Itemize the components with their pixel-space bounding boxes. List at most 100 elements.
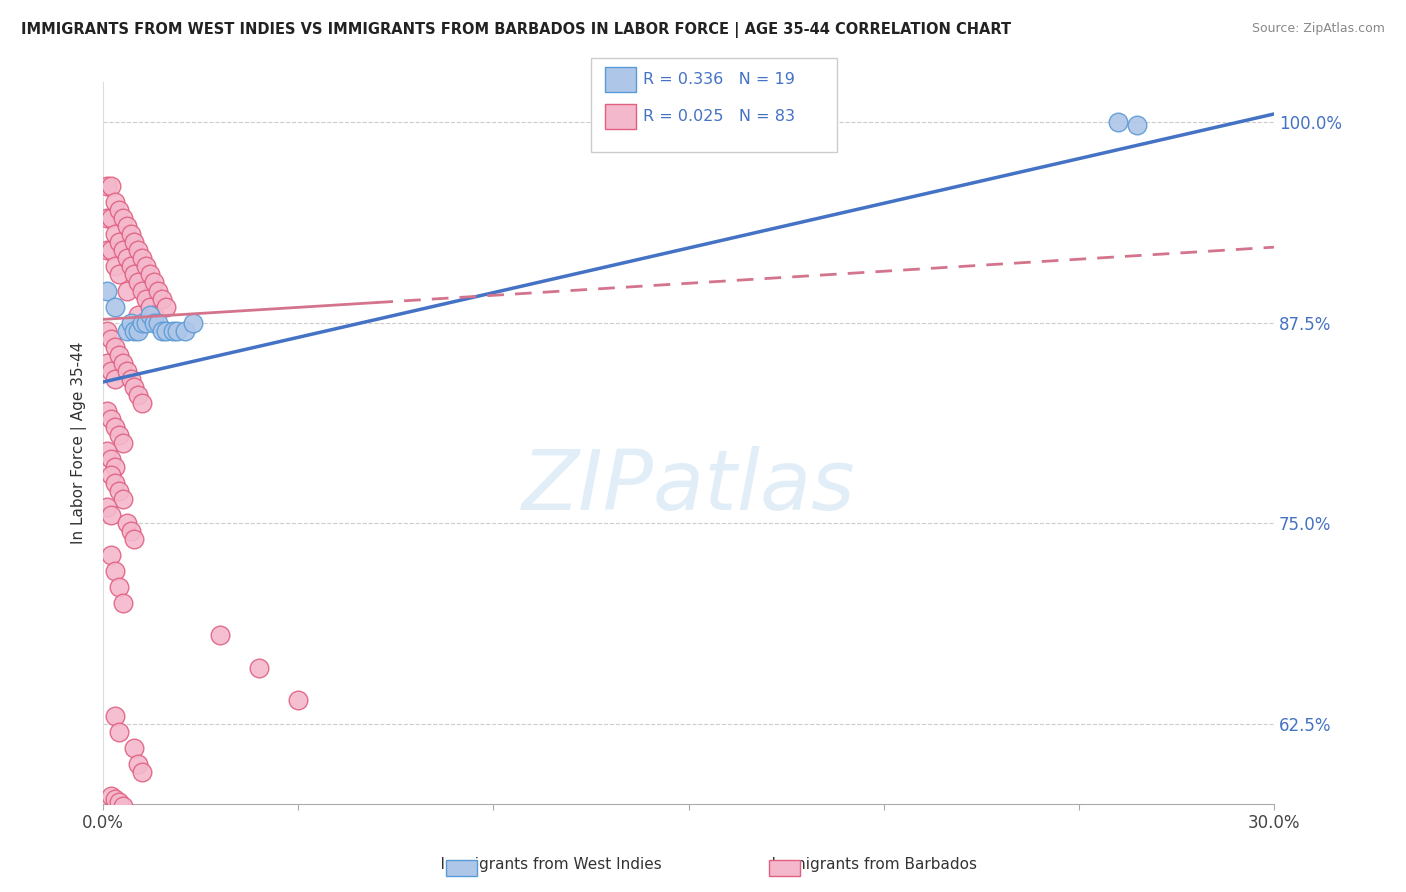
Point <box>181 316 204 330</box>
Point <box>104 372 127 386</box>
Point <box>142 308 165 322</box>
Point <box>139 268 162 282</box>
Text: R = 0.025   N = 83: R = 0.025 N = 83 <box>643 110 794 124</box>
Point <box>111 492 134 507</box>
Point <box>127 756 149 771</box>
Point <box>127 308 149 322</box>
Point <box>124 380 146 394</box>
Point <box>104 476 127 491</box>
Point <box>104 340 127 354</box>
Point <box>104 708 127 723</box>
Point <box>150 324 173 338</box>
Point <box>131 764 153 779</box>
Point <box>135 260 157 274</box>
Point <box>162 324 184 338</box>
Point <box>100 452 122 467</box>
Point <box>108 724 131 739</box>
Point <box>96 356 118 370</box>
Point <box>100 332 122 346</box>
Point <box>100 468 122 483</box>
Point <box>146 316 169 330</box>
Point <box>100 244 122 258</box>
Point <box>135 292 157 306</box>
Point <box>111 356 134 370</box>
Point <box>142 276 165 290</box>
Point <box>108 484 131 499</box>
Point <box>96 244 118 258</box>
Point <box>155 324 177 338</box>
Text: R = 0.336   N = 19: R = 0.336 N = 19 <box>643 72 794 87</box>
Point <box>104 792 127 806</box>
Text: IMMIGRANTS FROM WEST INDIES VS IMMIGRANTS FROM BARBADOS IN LABOR FORCE | AGE 35-: IMMIGRANTS FROM WEST INDIES VS IMMIGRANT… <box>21 22 1011 38</box>
Point <box>108 203 131 218</box>
Point <box>108 428 131 442</box>
Point <box>146 284 169 298</box>
Point <box>100 211 122 226</box>
Point <box>96 179 118 194</box>
Point <box>115 516 138 531</box>
Text: Immigrants from Barbados: Immigrants from Barbados <box>752 857 977 872</box>
Point <box>166 324 188 338</box>
Point <box>104 460 127 475</box>
Point <box>120 316 142 330</box>
Point <box>96 284 118 298</box>
Point <box>131 284 153 298</box>
Point <box>108 235 131 250</box>
Point <box>124 740 146 755</box>
Point <box>100 508 122 523</box>
Point <box>104 260 127 274</box>
Point <box>287 692 309 706</box>
Point <box>108 796 131 810</box>
Point <box>115 252 138 266</box>
Y-axis label: In Labor Force | Age 35-44: In Labor Force | Age 35-44 <box>72 342 87 544</box>
Point <box>111 798 134 813</box>
Point <box>100 179 122 194</box>
Point <box>111 211 134 226</box>
Point <box>96 211 118 226</box>
Point <box>124 533 146 547</box>
Point <box>96 324 118 338</box>
Point <box>131 316 153 330</box>
Point <box>115 364 138 378</box>
Point <box>139 300 162 314</box>
Point <box>174 324 197 338</box>
Point <box>104 300 127 314</box>
Point <box>115 284 138 298</box>
Point <box>150 292 173 306</box>
Point <box>127 324 149 338</box>
Point <box>120 372 142 386</box>
Point <box>124 324 146 338</box>
Point <box>104 227 127 242</box>
Point <box>96 444 118 458</box>
Point <box>104 195 127 210</box>
Point <box>124 268 146 282</box>
Point <box>100 364 122 378</box>
Point <box>120 260 142 274</box>
Point <box>1107 115 1129 129</box>
Point <box>115 324 138 338</box>
Point <box>111 436 134 450</box>
Point <box>142 316 165 330</box>
Point <box>209 628 232 642</box>
Point <box>135 316 157 330</box>
Point <box>247 660 270 674</box>
Point <box>104 420 127 434</box>
Point <box>127 244 149 258</box>
Text: Immigrants from West Indies: Immigrants from West Indies <box>420 857 662 872</box>
Point <box>100 548 122 562</box>
Point <box>155 300 177 314</box>
Point <box>108 268 131 282</box>
Point <box>100 412 122 426</box>
Point <box>131 252 153 266</box>
Point <box>127 276 149 290</box>
Point <box>120 524 142 539</box>
Point <box>131 396 153 410</box>
Point <box>111 244 134 258</box>
Point <box>124 235 146 250</box>
Point <box>108 580 131 594</box>
Point <box>96 404 118 418</box>
Point <box>100 789 122 803</box>
Point <box>1126 118 1149 132</box>
Point <box>104 564 127 578</box>
Text: Source: ZipAtlas.com: Source: ZipAtlas.com <box>1251 22 1385 36</box>
